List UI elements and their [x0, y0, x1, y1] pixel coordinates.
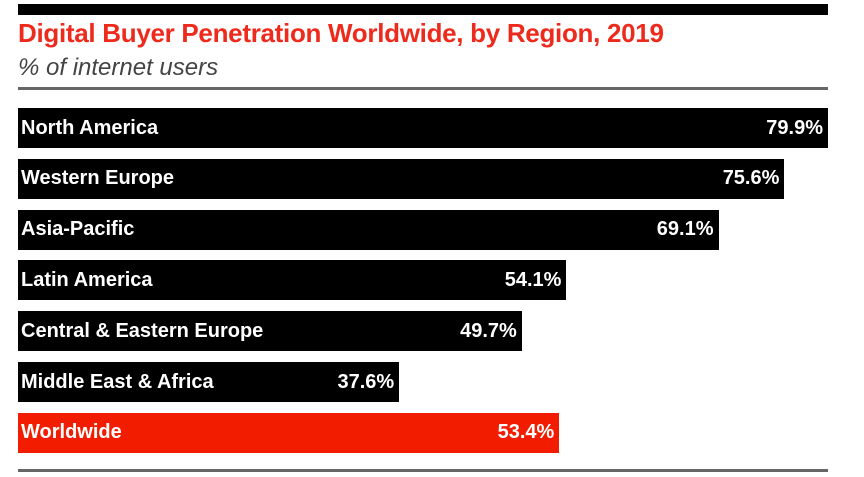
bar-value-label: 75.6%	[722, 167, 780, 190]
top-rule	[18, 4, 828, 15]
bar-value-label: 79.9%	[766, 116, 823, 139]
bar-category-label: Western Europe	[21, 167, 174, 190]
bar-central-eastern-europe: Central & Eastern Europe 49.7%	[18, 311, 522, 352]
bar-category-label: Asia-Pacific	[21, 218, 135, 241]
bar-category-label: Middle East & Africa	[21, 370, 214, 393]
bar-value-label: 53.4%	[497, 421, 555, 444]
bar-latin-america: Latin America 54.1%	[18, 260, 567, 301]
bar-worldwide: Worldwide 53.4%	[18, 412, 560, 453]
bar-category-label: Central & Eastern Europe	[21, 319, 264, 342]
bar-value-label: 49.7%	[460, 319, 517, 342]
bar-middle-east-africa: Middle East & Africa 37.6%	[18, 362, 400, 402]
bar-value-label: 54.1%	[504, 268, 562, 291]
bar-value-label: 37.6%	[337, 370, 395, 393]
chart-subtitle: % of internet users	[18, 54, 219, 81]
bottom-rule	[18, 469, 828, 472]
bar-category-label: Latin America	[21, 268, 153, 291]
bar-category-label: Worldwide	[21, 421, 122, 444]
bar-western-europe: Western Europe 75.6%	[18, 158, 785, 199]
bar-north-america: North America 79.9%	[18, 108, 828, 148]
bar-asia-pacific: Asia-Pacific 69.1%	[18, 209, 719, 250]
bar-value-label: 69.1%	[656, 218, 714, 241]
header-rule	[18, 87, 828, 90]
bar-category-label: North America	[21, 116, 159, 139]
chart-title: Digital Buyer Penetration Worldwide, by …	[18, 18, 664, 48]
